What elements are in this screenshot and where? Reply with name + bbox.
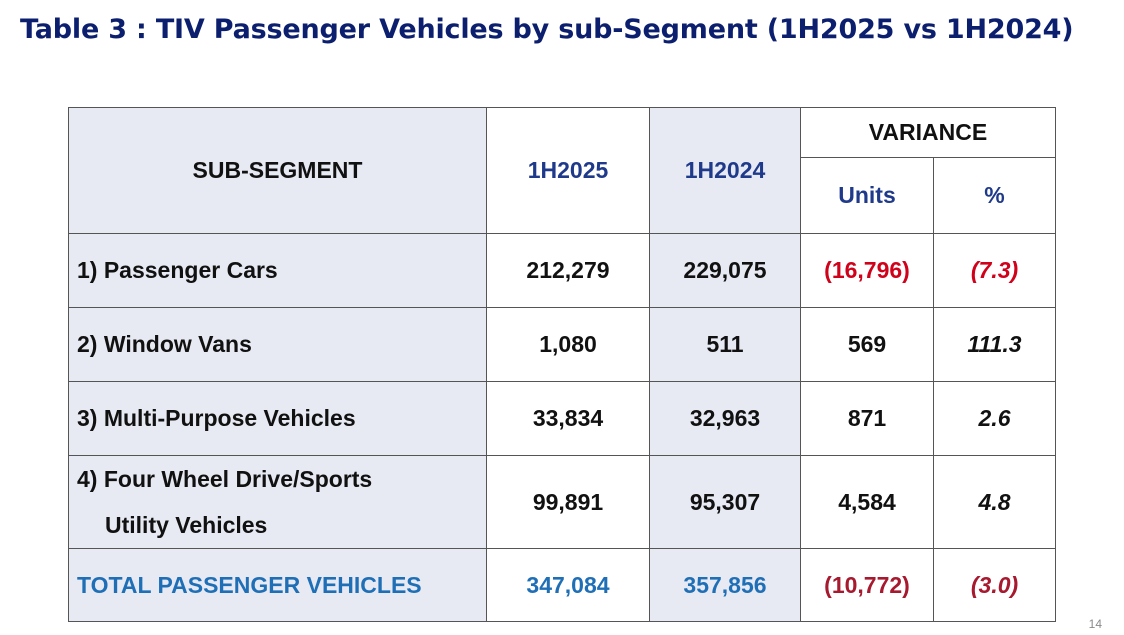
cell-1h2024: 95,307 — [649, 455, 801, 549]
row-label-line-2: Utility Vehicles — [105, 512, 268, 538]
cell-1h2025: 99,891 — [486, 455, 650, 549]
header-percent: % — [932, 157, 1057, 234]
tiv-table: SUB-SEGMENT 1H2025 1H2024 VARIANCE Units… — [68, 107, 1057, 622]
row-label: 2) Window Vans — [68, 307, 487, 382]
total-label: TOTAL PASSENGER VEHICLES — [68, 548, 487, 622]
total-variance-units: (10,772) — [800, 548, 934, 622]
page-title: Table 3 : TIV Passenger Vehicles by sub-… — [20, 14, 1074, 45]
table-row: 4) Four Wheel Drive/Sports Utility Vehic… — [68, 455, 1057, 549]
cell-variance-percent: 2.6 — [932, 381, 1057, 456]
header-row-2: Units % — [69, 157, 1057, 234]
header-variance: VARIANCE — [799, 107, 1057, 158]
cell-variance-percent: (7.3) — [932, 233, 1057, 308]
header-1h2025: 1H2025 — [486, 107, 650, 234]
cell-1h2024: 229,075 — [649, 233, 801, 308]
row-label: 4) Four Wheel Drive/Sports Utility Vehic… — [68, 455, 487, 549]
cell-variance-units: 871 — [800, 381, 934, 456]
table-row: 1) Passenger Cars 212,279 229,075 (16,79… — [68, 233, 1057, 308]
total-row: TOTAL PASSENGER VEHICLES 347,084 357,856… — [68, 548, 1057, 622]
page-number: 14 — [1088, 617, 1102, 631]
row-label: 1) Passenger Cars — [68, 233, 487, 308]
total-variance-percent: (3.0) — [932, 548, 1057, 622]
cell-variance-percent: 4.8 — [932, 455, 1057, 549]
cell-1h2024: 32,963 — [649, 381, 801, 456]
cell-variance-percent: 111.3 — [932, 307, 1057, 382]
cell-1h2025: 212,279 — [486, 233, 650, 308]
total-1h2024: 357,856 — [649, 548, 801, 622]
cell-1h2024: 511 — [649, 307, 801, 382]
header-sub-segment: SUB-SEGMENT — [68, 107, 487, 234]
cell-1h2025: 1,080 — [486, 307, 650, 382]
row-label: 3) Multi-Purpose Vehicles — [68, 381, 487, 456]
table-row: 3) Multi-Purpose Vehicles 33,834 32,963 … — [68, 381, 1057, 456]
row-label-line-1: 4) Four Wheel Drive/Sports — [77, 466, 373, 492]
cell-variance-units: 569 — [800, 307, 934, 382]
cell-1h2025: 33,834 — [486, 381, 650, 456]
header-units: Units — [800, 157, 934, 234]
table-row: 2) Window Vans 1,080 511 569 111.3 — [68, 307, 1057, 382]
cell-variance-units: 4,584 — [800, 455, 934, 549]
header-row-1: SUB-SEGMENT 1H2025 1H2024 VARIANCE — [68, 107, 1057, 234]
header-1h2024: 1H2024 — [649, 107, 801, 234]
cell-variance-units: (16,796) — [800, 233, 934, 308]
total-1h2025: 347,084 — [486, 548, 650, 622]
